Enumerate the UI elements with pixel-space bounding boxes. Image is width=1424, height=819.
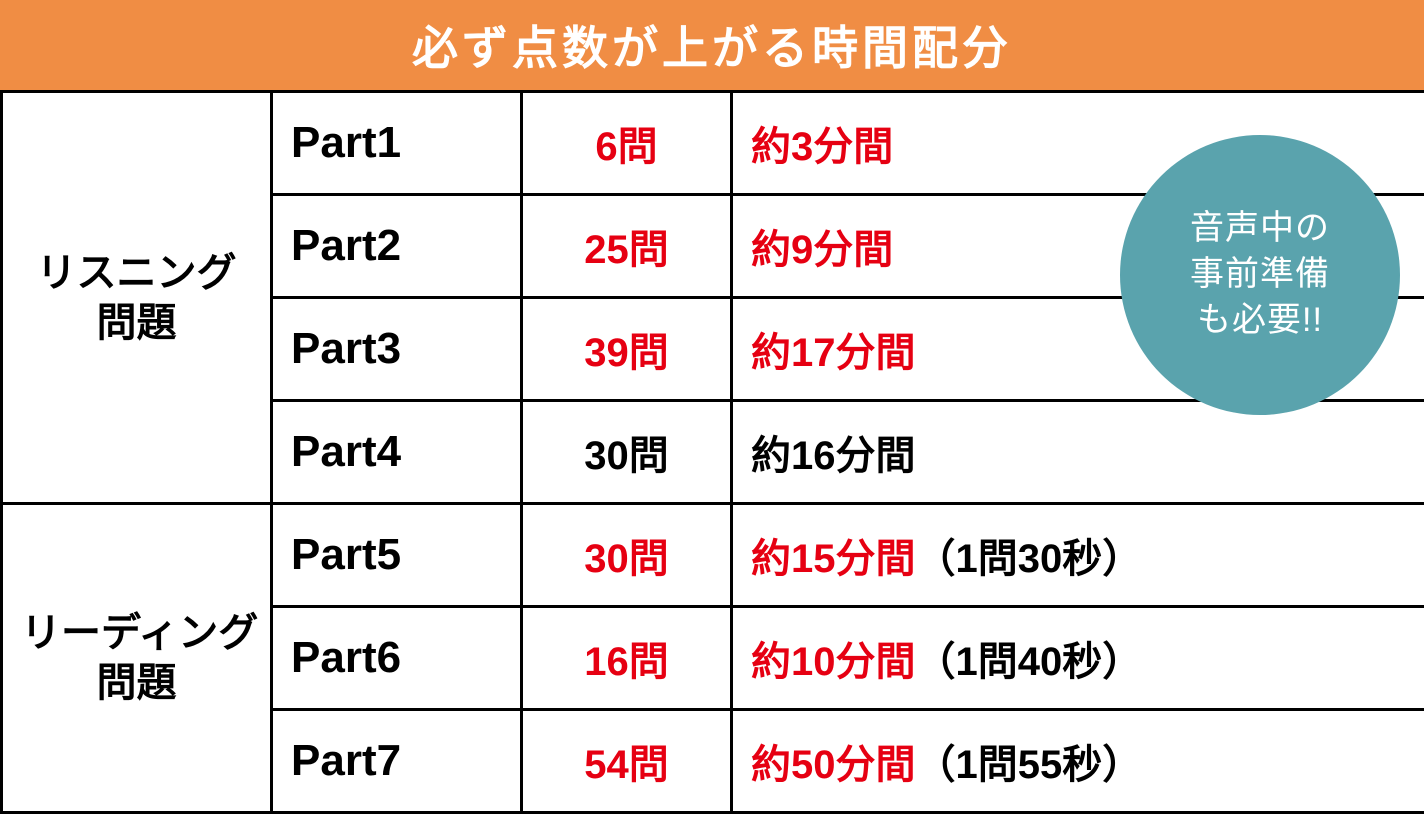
section-label: リーディング問題	[2, 504, 272, 813]
part-label: Part2	[272, 195, 522, 298]
time-allocation: 約16分間	[732, 401, 1424, 504]
time-note: （1問40秒）	[916, 640, 1143, 684]
question-count: 30問	[522, 504, 732, 607]
table-row: リーディング問題Part530問約15分間（1問30秒）	[2, 504, 1424, 607]
time-value: 約15分間	[751, 537, 916, 581]
time-value: 約10分間	[751, 640, 916, 684]
part-label: Part6	[272, 607, 522, 710]
badge-line-1: 音声中の	[1190, 206, 1330, 252]
section-label-line2: 問題	[21, 298, 252, 348]
time-allocation-table: 必ず点数が上がる時間配分 リスニング問題Part16問約3分間Part225問約…	[0, 0, 1424, 819]
section-label-line1: リーディング	[21, 608, 252, 658]
time-value: 約9分間	[751, 228, 893, 272]
time-note: （1問55秒）	[916, 743, 1143, 787]
title-bar: 必ず点数が上がる時間配分	[0, 0, 1424, 90]
badge-line-3: も必要!!	[1197, 298, 1323, 344]
section-label-line1: リスニング	[21, 248, 252, 298]
time-value: 約16分間	[751, 434, 916, 478]
part-label: Part7	[272, 710, 522, 813]
part-label: Part1	[272, 92, 522, 195]
time-allocation: 約50分間（1問55秒）	[732, 710, 1424, 813]
badge-line-2: 事前準備	[1190, 252, 1330, 298]
section-label: リスニング問題	[2, 92, 272, 504]
time-allocation: 約10分間（1問40秒）	[732, 607, 1424, 710]
part-label: Part4	[272, 401, 522, 504]
question-count: 54問	[522, 710, 732, 813]
part-label: Part3	[272, 298, 522, 401]
time-value: 約17分間	[751, 331, 916, 375]
time-note: （1問30秒）	[916, 537, 1143, 581]
time-value: 約50分間	[751, 743, 916, 787]
question-count: 16問	[522, 607, 732, 710]
part-label: Part5	[272, 504, 522, 607]
question-count: 25問	[522, 195, 732, 298]
question-count: 39問	[522, 298, 732, 401]
section-label-line2: 問題	[21, 658, 252, 708]
time-allocation: 約15分間（1問30秒）	[732, 504, 1424, 607]
title-text: 必ず点数が上がる時間配分	[412, 12, 1012, 78]
question-count: 30問	[522, 401, 732, 504]
question-count: 6問	[522, 92, 732, 195]
audio-prep-badge: 音声中の 事前準備 も必要!!	[1120, 135, 1400, 415]
time-value: 約3分間	[751, 125, 893, 169]
